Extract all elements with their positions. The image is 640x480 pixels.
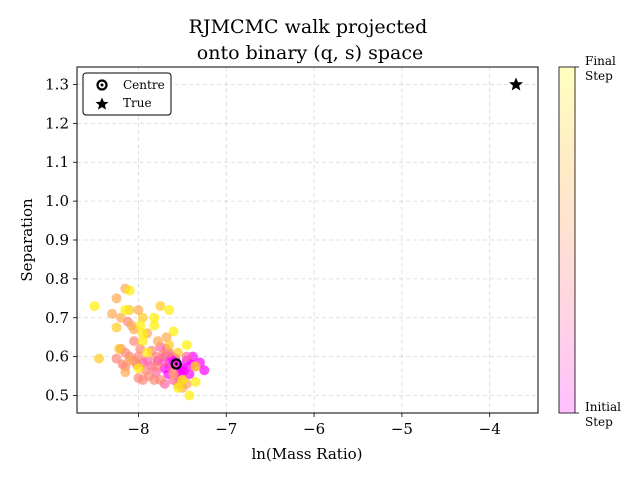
colorbar-bottom-label-line-2: Step xyxy=(585,415,613,429)
x-tick-label: −6 xyxy=(303,420,325,438)
data-point xyxy=(137,374,148,385)
true-star-marker xyxy=(509,77,524,91)
colorbar-top-label-line-2: Step xyxy=(585,69,613,83)
legend-centre-ring-icon xyxy=(96,79,108,91)
y-tick-label: 0.8 xyxy=(45,270,69,288)
data-point xyxy=(190,361,201,372)
data-point xyxy=(168,369,179,380)
legend-star-icon xyxy=(95,97,109,110)
data-point xyxy=(177,374,188,385)
data-point xyxy=(137,312,148,323)
data-point xyxy=(120,304,131,315)
y-axis-label: Separation xyxy=(18,198,36,282)
data-point xyxy=(124,285,135,296)
data-point xyxy=(181,339,192,350)
y-tick-label: 1.1 xyxy=(45,153,69,171)
data-point xyxy=(168,326,179,337)
data-point xyxy=(149,320,160,331)
data-point xyxy=(114,343,125,354)
data-point xyxy=(151,361,162,372)
colorbar-top-label-line-1: Final xyxy=(585,54,616,68)
data-point xyxy=(164,304,175,315)
data-point xyxy=(152,336,163,347)
data-point xyxy=(172,382,183,393)
data-point xyxy=(133,351,144,362)
data-point xyxy=(164,339,175,350)
data-point xyxy=(137,336,148,347)
data-point xyxy=(149,374,160,385)
data-point xyxy=(137,328,148,339)
data-point xyxy=(111,353,122,364)
centre-ring-marker xyxy=(170,358,182,370)
data-point xyxy=(133,363,144,374)
data-point xyxy=(164,347,175,358)
y-tick-label: 0.7 xyxy=(45,309,69,327)
axis-ticks: −8 −7 −6 −5 −4 0.5 0.6 0.7 0.8 0.9 1.0 1.1 1.2 1.3 xyxy=(45,75,501,438)
y-tick-label: 0.9 xyxy=(45,231,69,249)
chart-title-line-1: RJMCMC walk projected xyxy=(189,16,428,38)
scatter-points xyxy=(89,283,210,401)
chart-title-line-2: onto binary (q, s) space xyxy=(197,42,423,64)
data-point xyxy=(199,365,210,376)
data-point xyxy=(107,308,118,319)
x-tick-label: −4 xyxy=(479,420,501,438)
data-point xyxy=(129,336,140,347)
data-point xyxy=(149,312,160,323)
centre-dot-marker xyxy=(174,362,178,366)
data-point xyxy=(184,369,195,380)
legend: Centre True xyxy=(82,72,172,116)
colorbar: Final Step Initial Step xyxy=(558,54,621,429)
data-point xyxy=(184,390,195,401)
y-tick-label: 1.2 xyxy=(45,114,69,132)
data-point xyxy=(111,293,122,304)
data-point xyxy=(111,322,122,333)
x-tick-label: −7 xyxy=(215,420,237,438)
data-point xyxy=(115,312,126,323)
colorbar-gradient xyxy=(558,66,576,414)
x-tick-label: −8 xyxy=(127,420,149,438)
data-point xyxy=(172,347,183,358)
data-point xyxy=(89,301,100,312)
data-point xyxy=(142,347,153,358)
y-tick-label: 1.0 xyxy=(45,192,69,210)
colorbar-bottom-label-line-1: Initial xyxy=(585,400,621,414)
y-tick-label: 0.5 xyxy=(45,387,69,405)
data-point xyxy=(120,367,131,378)
legend-label-centre: Centre xyxy=(123,78,165,92)
data-point xyxy=(155,301,166,312)
data-point xyxy=(124,355,135,366)
y-tick-label: 1.3 xyxy=(45,75,69,93)
x-axis-label: ln(Mass Ratio) xyxy=(251,445,362,463)
y-tick-label: 0.6 xyxy=(45,348,69,366)
data-point xyxy=(181,351,192,362)
data-point xyxy=(93,353,104,364)
data-point xyxy=(161,332,172,343)
legend-label-true: True xyxy=(123,96,152,110)
data-point xyxy=(133,304,144,315)
x-tick-label: −5 xyxy=(391,420,413,438)
data-point xyxy=(135,320,146,331)
legend-centre-dot-icon xyxy=(100,83,104,87)
data-point xyxy=(190,376,201,387)
special-markers xyxy=(170,77,524,370)
